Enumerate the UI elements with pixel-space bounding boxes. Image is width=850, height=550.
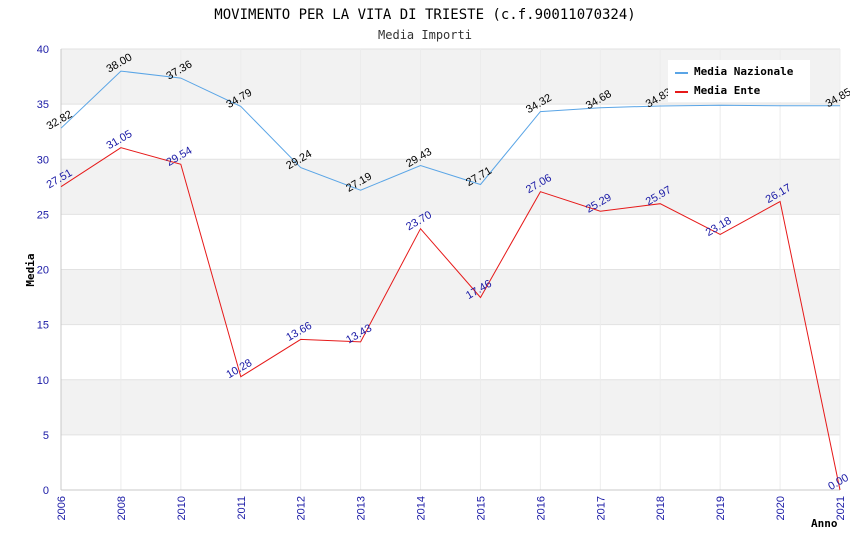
y-tick-label: 10	[37, 375, 49, 387]
plot-band	[61, 214, 840, 270]
plot-band	[61, 379, 840, 435]
chart-title: MOVIMENTO PER LA VITA DI TRIESTE (c.f.90…	[214, 7, 635, 23]
chart-subtitle: Media Importi	[378, 28, 472, 42]
x-axis-label: Anno	[811, 517, 838, 530]
y-tick-label: 5	[43, 430, 49, 442]
x-tick-label: 2015	[475, 496, 487, 520]
y-tick-label: 40	[37, 44, 49, 56]
x-tick-label: 2014	[416, 496, 428, 520]
x-tick-label: 2021	[835, 496, 847, 520]
series-lines	[60, 70, 841, 491]
series-line-media-nazionale	[60, 70, 840, 191]
x-tick-label: 2020	[775, 496, 787, 520]
legend-label-ente: Media Ente	[694, 84, 761, 97]
y-tick-label: 35	[37, 99, 49, 111]
x-tick-label: 2011	[236, 496, 248, 520]
plot-band	[61, 434, 840, 490]
plot-band	[61, 324, 840, 380]
x-tick-label: 2019	[715, 496, 727, 520]
y-tick-label: 15	[37, 320, 49, 332]
plot-band	[61, 159, 840, 215]
x-tick-label: 2006	[56, 496, 68, 520]
plot-band	[61, 104, 840, 160]
y-tick-label: 0	[43, 485, 49, 497]
x-tick-label: 2008	[116, 496, 128, 520]
x-tick-label: 2017	[595, 496, 607, 520]
x-tick-labels: 2006 2008 2010 2011 2012 2013 2014 2015 2016 2017…	[56, 496, 847, 520]
legend-label-nazionale: Media Nazionale	[694, 65, 794, 78]
x-tick-label: 2010	[176, 496, 188, 520]
y-axis-label: Media	[24, 253, 37, 286]
x-tick-label: 2016	[535, 496, 547, 520]
y-tick-label: 30	[37, 154, 49, 166]
axes	[60, 49, 840, 491]
plot-band	[61, 269, 840, 325]
x-tick-label: 2018	[655, 496, 667, 520]
y-tick-label: 25	[37, 209, 49, 221]
x-tick-label: 2012	[296, 496, 308, 520]
series-line-media-ente	[60, 147, 841, 491]
legend: Media Nazionale Media Ente	[668, 60, 810, 102]
x-tick-label: 2013	[356, 496, 368, 520]
y-tick-labels: 0 5 10 15 20 25 30 35 40	[37, 44, 49, 497]
plot-background-bands	[61, 49, 840, 490]
y-tick-label: 20	[37, 265, 49, 277]
legend-box	[668, 60, 810, 102]
